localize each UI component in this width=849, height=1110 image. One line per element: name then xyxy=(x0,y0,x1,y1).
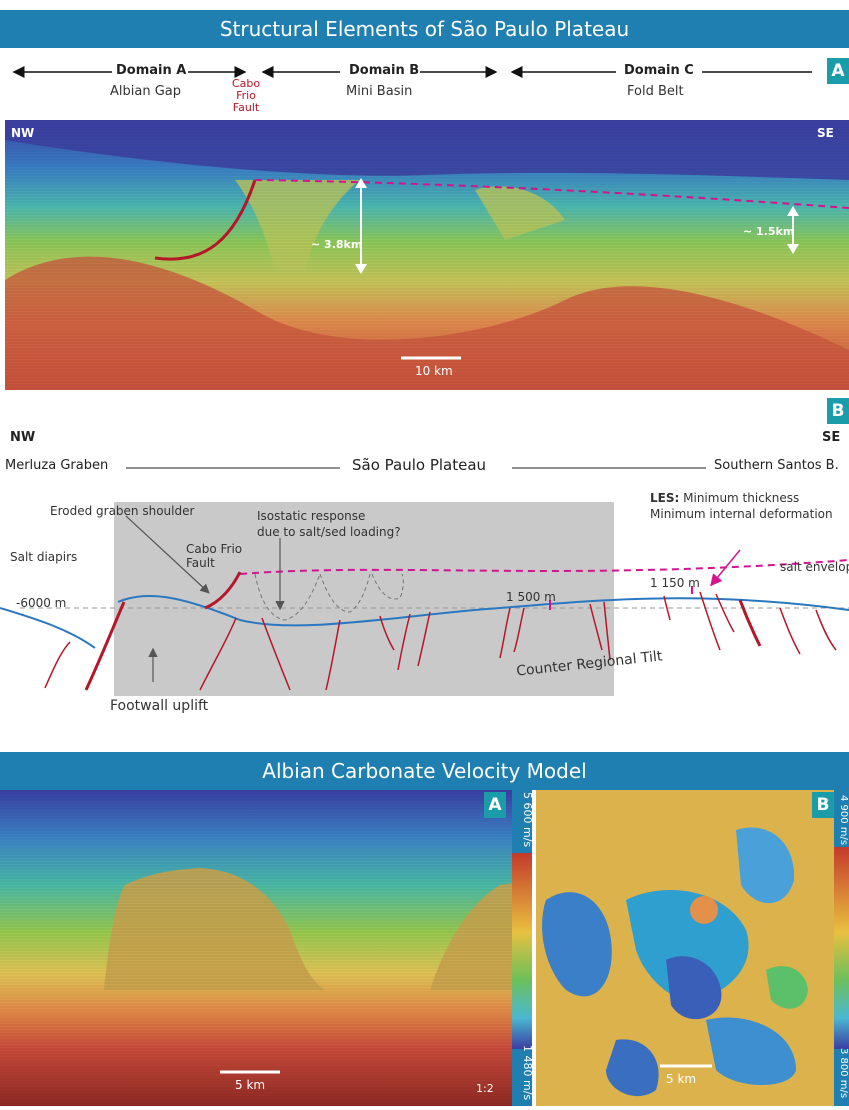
panel-c-title: Albian Carbonate Velocity Model xyxy=(0,752,849,790)
se-label: SE xyxy=(817,126,834,140)
thickness-3-8km: ~ 3.8km xyxy=(311,238,363,251)
domain-a-title: Domain A xyxy=(116,63,187,78)
domain-arrows xyxy=(12,66,812,78)
velocity-section-a: 5 km 1:2 xyxy=(0,790,532,1106)
panel-a-badge: A xyxy=(827,58,849,84)
region-southern-santos: Southern Santos B. xyxy=(714,458,839,473)
cross-section: Eroded graben shoulder Isostatic respons… xyxy=(0,490,849,725)
seismic-section: NW SE ~ 3.8km ~ 1.5km 10 km xyxy=(5,120,849,390)
footwall-label: Footwall uplift xyxy=(110,698,209,714)
scale-5km-b: 5 km xyxy=(666,1072,697,1086)
salt-diapirs-label: Salt diapirs xyxy=(10,550,78,564)
cross-section-drawing xyxy=(0,502,849,696)
ratio-label: 1:2 xyxy=(476,1082,494,1095)
isostatic-label: Isostatic response due to salt/sed loadi… xyxy=(257,509,401,539)
domain-c-title: Domain C xyxy=(624,63,694,78)
nw-label: NW xyxy=(11,126,35,140)
panel-a-title: Structural Elements of São Paulo Plateau xyxy=(0,10,849,48)
velocity-a-min: 1 480 m/s xyxy=(521,1045,534,1101)
panel-c-badge-b: B xyxy=(812,792,834,818)
region-bar: Merluza Graben São Paulo Plateau Souther… xyxy=(0,455,849,483)
velocity-map-b: 5 km xyxy=(536,790,834,1106)
eroded-label: Eroded graben shoulder xyxy=(50,504,195,518)
thickness-1150: 1 150 m xyxy=(650,576,700,590)
thickness-1500: 1 500 m xyxy=(506,590,556,604)
scale-5km-a: 5 km xyxy=(235,1078,266,1092)
nw-label-b: NW xyxy=(10,430,36,445)
se-label-b: SE xyxy=(822,430,841,445)
velocity-colorbar-b xyxy=(834,790,849,1106)
thickness-1-5km: ~ 1.5km xyxy=(743,225,795,238)
depth-label: -6000 m xyxy=(16,596,67,610)
salt-envelope-label: salt envelope xyxy=(780,560,849,574)
cabo-frio-b-label: Cabo Frio Fault xyxy=(186,542,243,570)
region-merluza: Merluza Graben xyxy=(5,458,109,473)
velocity-colorbar-a xyxy=(512,790,532,1106)
cabo-frio-fault-label: Cabo Frio Fault xyxy=(231,77,261,114)
region-sao-paulo: São Paulo Plateau xyxy=(352,456,487,474)
domain-c-subtitle: Fold Belt xyxy=(627,84,684,99)
seismic-image xyxy=(5,120,849,390)
les-label: LES: Minimum thickness Minimum internal … xyxy=(650,491,833,521)
panel-c-badge-a: A xyxy=(484,792,506,818)
cabo-frio-fault-line xyxy=(154,179,257,261)
panel-b-badge: B xyxy=(827,398,849,424)
domain-a-subtitle: Albian Gap xyxy=(110,84,181,99)
domain-b-subtitle: Mini Basin xyxy=(346,84,413,99)
gray-box xyxy=(114,502,614,696)
domain-header: Domain A Albian Gap Domain B Mini Basin … xyxy=(0,48,849,118)
salt-envelope-line xyxy=(254,179,849,209)
scale-10km: 10 km xyxy=(415,364,453,378)
velocity-b-min: 3 800 m/s xyxy=(838,1047,849,1099)
velocity-b-max: 4 900 m/s xyxy=(838,794,849,846)
domain-b-title: Domain B xyxy=(349,63,420,78)
velocity-a-max: 5 600 m/s xyxy=(521,792,534,848)
